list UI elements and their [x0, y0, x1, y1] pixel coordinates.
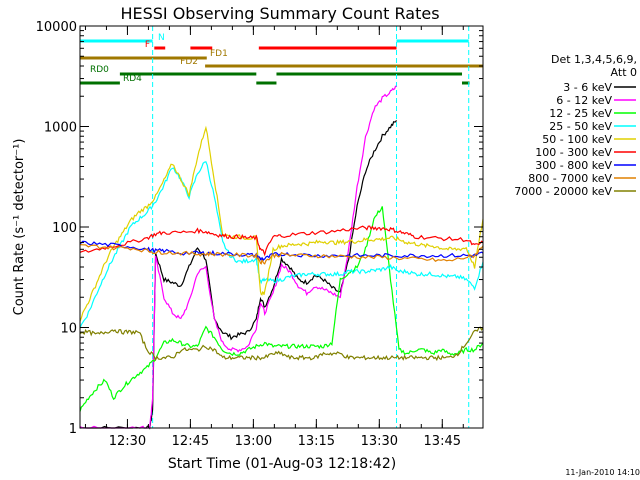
- x-tick-label-3: 13:15: [298, 434, 335, 449]
- series-line-5: [79, 225, 484, 257]
- series-lines: [79, 85, 484, 430]
- legend-label-0: 3 - 6 keV: [563, 81, 612, 94]
- series-line-1: [79, 85, 397, 429]
- legend-header-0: Det 1,3,4,5,6,9,: [551, 53, 637, 66]
- y-tick-label-4: 10000: [36, 20, 77, 35]
- flag-label-f: F: [145, 40, 150, 50]
- legend-label-6: 300 - 800 keV: [535, 159, 612, 172]
- legend-header-1: Att 0: [611, 66, 637, 79]
- legend-label-5: 100 - 300 keV: [535, 146, 612, 159]
- series-line-2: [79, 206, 484, 412]
- y-tick-label-1: 10: [60, 322, 77, 337]
- legend-label-8: 7000 - 20000 keV: [514, 185, 612, 198]
- x-tick-label-2: 13:00: [235, 434, 272, 449]
- series-line-7: [79, 244, 484, 265]
- series-line-4: [79, 125, 484, 322]
- x-tick-label-0: 12:30: [109, 434, 146, 449]
- x-tick-label-1: 12:45: [172, 434, 209, 449]
- axes: 1 10 100 1000 10000 12:30 12:45 13:00 13:15 13:30…: [36, 20, 483, 449]
- flag-label-rd0: RD0: [90, 65, 109, 75]
- x-axis-label: Start Time (01-Aug-03 12:18:42): [168, 456, 396, 472]
- flag-label-rd4: RD4: [123, 74, 142, 84]
- y-tick-label-0: 1: [69, 422, 77, 437]
- legend-label-3: 25 - 50 keV: [549, 120, 612, 133]
- x-tick-label-5: 13:45: [424, 434, 461, 449]
- plot-frame: [79, 25, 484, 429]
- flag-label-n: N: [158, 33, 165, 43]
- y-tick-label-2: 100: [52, 221, 77, 236]
- chart-title: HESSI Observing Summary Count Rates: [120, 4, 439, 23]
- series-line-8: [79, 326, 484, 362]
- y-axis-label: Count Rate (s⁻¹ detector⁻¹): [12, 139, 27, 316]
- legend-label-1: 6 - 12 keV: [556, 94, 612, 107]
- vertical-markers: [152, 26, 470, 428]
- legend-label-7: 800 - 7000 keV: [528, 172, 612, 185]
- series-line-3: [79, 161, 484, 329]
- flag-bars: NF FD1 FD2 RD0 RD4: [80, 33, 483, 85]
- legend-label-2: 12 - 25 keV: [549, 107, 612, 120]
- timestamp: 11-Jan-2010 14:10: [565, 468, 640, 477]
- legend-label-4: 50 - 100 keV: [542, 133, 612, 146]
- x-tick-label-4: 13:30: [361, 434, 398, 449]
- flag-label-fd1: FD1: [210, 49, 228, 59]
- series-line-0: [79, 120, 397, 430]
- flag-label-fd2: FD2: [180, 57, 198, 67]
- y-tick-label-3: 1000: [44, 121, 77, 136]
